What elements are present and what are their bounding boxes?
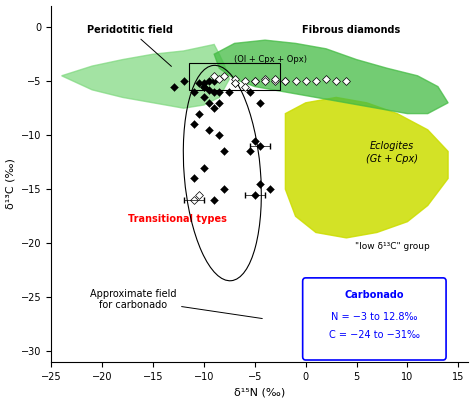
- Point: [170, 83, 177, 90]
- Point: [246, 148, 254, 155]
- Point: [200, 164, 208, 171]
- Point: [216, 89, 223, 95]
- Polygon shape: [62, 44, 229, 108]
- Point: [256, 181, 264, 187]
- Point: [220, 186, 228, 193]
- Text: N = −3 to 12.8‰: N = −3 to 12.8‰: [331, 312, 418, 322]
- Point: [231, 80, 238, 87]
- Point: [200, 83, 208, 90]
- Text: Peridotitic field: Peridotitic field: [87, 25, 173, 66]
- Text: C = −24 to −31‰: C = −24 to −31‰: [329, 330, 420, 340]
- Point: [322, 76, 330, 82]
- Point: [200, 80, 208, 87]
- Point: [190, 89, 198, 95]
- Point: [246, 89, 254, 95]
- Point: [302, 78, 310, 84]
- Point: [210, 73, 218, 79]
- Text: Eclogites
(Gt + Cpx): Eclogites (Gt + Cpx): [366, 141, 418, 164]
- Point: [282, 78, 289, 84]
- Point: [343, 78, 350, 84]
- Point: [251, 191, 259, 198]
- Point: [205, 87, 213, 93]
- Point: [261, 76, 269, 82]
- Point: [220, 148, 228, 155]
- Point: [210, 89, 218, 95]
- Point: [266, 186, 274, 193]
- FancyBboxPatch shape: [303, 278, 446, 360]
- Point: [272, 78, 279, 84]
- Point: [205, 100, 213, 106]
- Point: [205, 127, 213, 133]
- Point: [190, 197, 198, 203]
- Point: [251, 78, 259, 84]
- Point: [210, 197, 218, 203]
- Point: [216, 132, 223, 139]
- Polygon shape: [214, 40, 448, 114]
- Point: [251, 137, 259, 144]
- Point: [210, 105, 218, 112]
- X-axis label: δ¹⁵N (‰): δ¹⁵N (‰): [234, 387, 285, 397]
- Point: [256, 100, 264, 106]
- Point: [231, 80, 238, 87]
- Point: [226, 89, 233, 95]
- Point: [312, 78, 319, 84]
- Point: [272, 76, 279, 82]
- Text: Fibrous diamonds: Fibrous diamonds: [302, 25, 401, 35]
- Polygon shape: [285, 98, 448, 238]
- Point: [231, 76, 238, 82]
- Point: [282, 78, 289, 84]
- Point: [180, 78, 187, 84]
- Point: [200, 83, 208, 90]
- Text: Transitional types: Transitional types: [128, 214, 227, 224]
- Bar: [189, 63, 280, 90]
- Point: [241, 78, 248, 84]
- Point: [220, 73, 228, 79]
- Text: Approximate field
for carbonado: Approximate field for carbonado: [90, 289, 262, 318]
- Point: [205, 78, 213, 84]
- Point: [216, 100, 223, 106]
- Point: [332, 78, 340, 84]
- Point: [292, 78, 300, 84]
- Point: [251, 78, 259, 84]
- Point: [261, 78, 269, 84]
- Point: [210, 78, 218, 84]
- Text: (Ol + Cpx + Opx): (Ol + Cpx + Opx): [234, 55, 307, 64]
- Point: [200, 94, 208, 101]
- Point: [195, 110, 203, 117]
- Point: [241, 83, 248, 90]
- Point: [216, 76, 223, 82]
- Point: [195, 191, 203, 198]
- Point: [256, 143, 264, 149]
- Point: [190, 175, 198, 182]
- Text: Carbonado: Carbonado: [345, 290, 404, 300]
- Point: [195, 80, 203, 87]
- Point: [190, 121, 198, 128]
- Y-axis label: δ¹³C (‰): δ¹³C (‰): [6, 158, 16, 209]
- Text: "low δ¹³C" group: "low δ¹³C" group: [355, 242, 429, 251]
